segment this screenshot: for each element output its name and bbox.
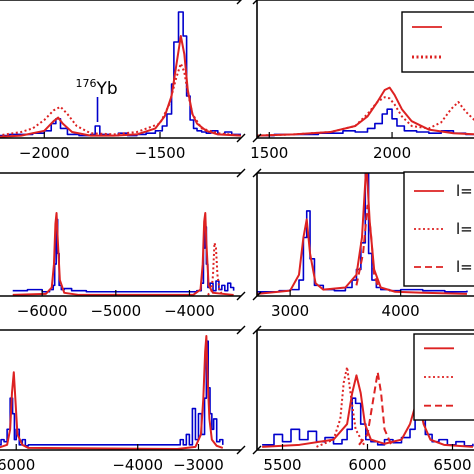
series-line-2	[0, 35, 241, 138]
x-tick-label: 2000	[373, 144, 411, 162]
x-tick-label: −5000	[90, 302, 141, 320]
legend-1	[401, 11, 474, 73]
x-tick-label: 6000	[0, 456, 35, 474]
series-line-5	[257, 173, 467, 295]
axis-break-mark	[236, 0, 242, 5]
annotation-176yb: 176Yb	[76, 77, 118, 122]
axis-break-mark	[236, 445, 246, 455]
series-line-1	[12, 218, 235, 293]
annotation-superscript: 176	[76, 77, 97, 90]
legend-label: l=	[456, 258, 473, 276]
series-line-3	[207, 241, 224, 296]
legend-3	[413, 333, 474, 421]
series-line-5	[257, 86, 474, 137]
x-tick-label: −2000	[19, 144, 70, 162]
series-line-6	[355, 204, 380, 288]
series-line-1	[0, 340, 224, 447]
panel-2-left: −6000 −5000 −4000	[0, 172, 241, 320]
x-tick-label: −4000	[164, 302, 215, 320]
series-group	[257, 86, 474, 137]
x-tick-label: 6000	[348, 456, 386, 474]
row-3-panels: 6000 −4000 −3000 5500 6000 6500	[0, 325, 474, 474]
axis-break-mark	[236, 291, 246, 301]
series-line-4	[262, 374, 473, 448]
series-group	[12, 212, 235, 296]
legend-box	[401, 11, 474, 73]
axis-break-mark	[236, 133, 246, 143]
axis-break-mark	[252, 291, 262, 301]
x-tick-label: 1500	[250, 144, 288, 162]
x-tick-label: 3000	[271, 302, 309, 320]
series-line-6	[257, 96, 474, 137]
axis-break-mark	[236, 325, 246, 335]
x-tick-label: 5500	[263, 456, 301, 474]
axis-break-mark	[252, 445, 262, 455]
legend-2: l= l= l=	[403, 171, 474, 287]
x-tick-label: 6500	[433, 456, 471, 474]
axis-break-mark	[252, 168, 262, 178]
series-line-2	[12, 212, 234, 296]
panel-1-right: 1500 2000	[250, 0, 474, 162]
row-2-panels: −6000 −5000 −4000 3000 4000 l= l= l=	[0, 168, 474, 320]
row-1-panels: −2000 −1500 1500 2000 176Yb	[0, 0, 474, 162]
series-line-6	[358, 371, 393, 446]
series-line-3	[0, 62, 241, 137]
series-line-1	[0, 11, 241, 137]
legend-label: l=	[456, 220, 473, 238]
series-line-5	[316, 366, 365, 448]
panel-3-left: 6000 −4000 −3000	[0, 329, 241, 474]
series-group	[262, 366, 474, 448]
x-tick-label: −3000	[173, 456, 224, 474]
series-group	[0, 11, 241, 138]
legend-label: l=	[456, 182, 473, 200]
x-tick-label: −4000	[112, 456, 163, 474]
x-tick-label: 4000	[382, 302, 420, 320]
series-group	[0, 335, 224, 450]
axis-break-mark	[252, 133, 262, 143]
x-tick-label: −6000	[17, 302, 68, 320]
panel-1-left: −2000 −1500	[0, 0, 241, 162]
annotation-label: 176Yb	[76, 77, 118, 99]
series-group	[257, 173, 468, 295]
axis-break-mark	[252, 325, 262, 335]
panel-3-right: 5500 6000 6500	[256, 329, 474, 474]
series-line-2	[0, 335, 224, 450]
axis-break-mark	[252, 0, 258, 5]
annotation-element: Yb	[96, 79, 118, 99]
x-tick-label: −1500	[135, 144, 186, 162]
axis-break-mark	[236, 168, 246, 178]
